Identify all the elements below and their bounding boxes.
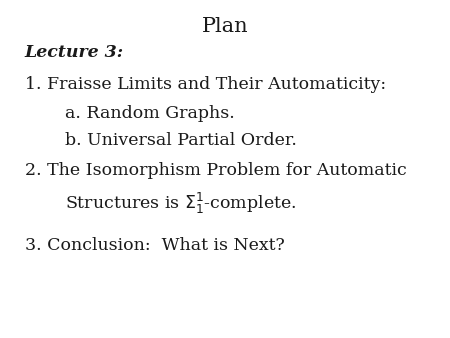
Text: 2. The Isomorphism Problem for Automatic: 2. The Isomorphism Problem for Automatic [25, 162, 406, 179]
Text: 1. Fraisse Limits and Their Automaticity:: 1. Fraisse Limits and Their Automaticity… [25, 76, 386, 93]
Text: Structures is $\Sigma_1^1$-complete.: Structures is $\Sigma_1^1$-complete. [43, 191, 296, 216]
Text: Lecture 3:: Lecture 3: [25, 44, 124, 61]
Text: Plan: Plan [202, 17, 248, 36]
Text: 3. Conclusion:  What is Next?: 3. Conclusion: What is Next? [25, 237, 284, 254]
Text: b. Universal Partial Order.: b. Universal Partial Order. [43, 132, 297, 149]
Text: a. Random Graphs.: a. Random Graphs. [43, 105, 234, 122]
